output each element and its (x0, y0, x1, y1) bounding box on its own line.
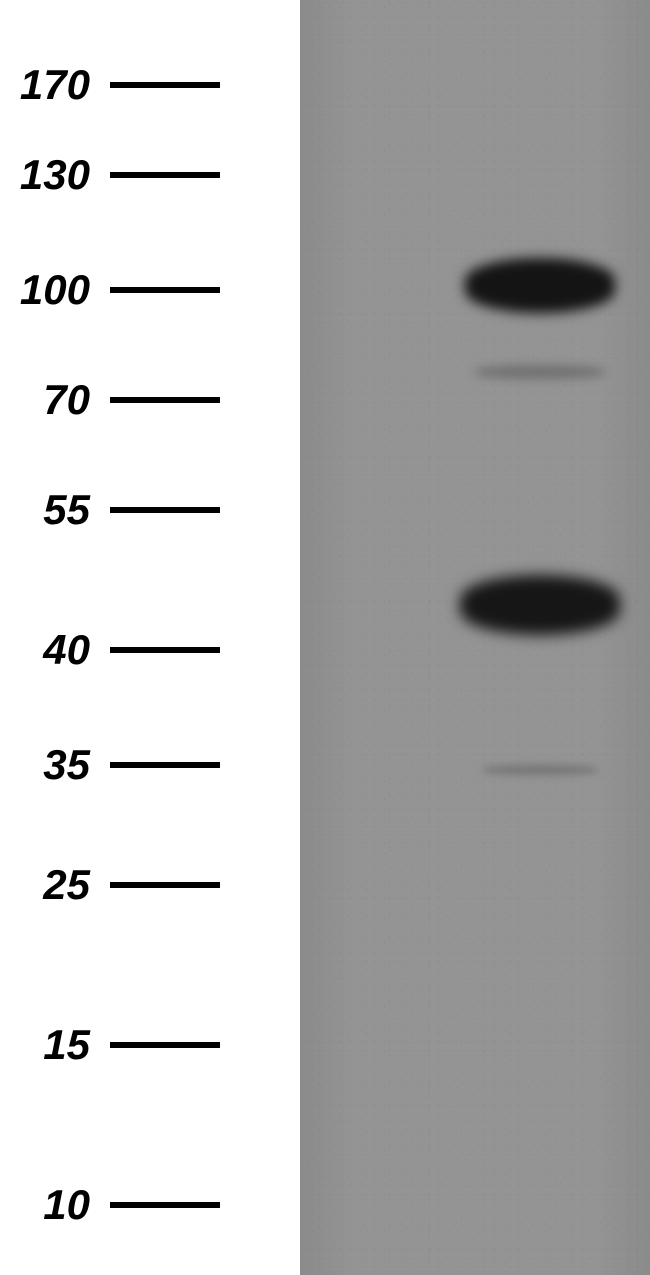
mw-tick (110, 762, 220, 768)
mw-tick (110, 647, 220, 653)
mw-tick (110, 1202, 220, 1208)
mw-marker-35: 35 (0, 744, 300, 786)
mw-label: 100 (0, 266, 110, 314)
mw-label: 55 (0, 486, 110, 534)
blot-membrane (300, 0, 650, 1275)
mw-label: 15 (0, 1021, 110, 1069)
mw-tick (110, 1042, 220, 1048)
mw-marker-15: 15 (0, 1024, 300, 1066)
protein-band-2 (475, 365, 605, 379)
mw-label: 10 (0, 1181, 110, 1229)
mw-label: 40 (0, 626, 110, 674)
mw-label: 70 (0, 376, 110, 424)
protein-band-4 (483, 765, 598, 775)
mw-tick (110, 882, 220, 888)
western-blot-figure: 170 130 100 70 55 40 35 25 15 10 (0, 0, 650, 1275)
protein-band-3 (460, 575, 620, 635)
mw-label: 130 (0, 151, 110, 199)
mw-marker-100: 100 (0, 269, 300, 311)
mw-label: 25 (0, 861, 110, 909)
mw-marker-130: 130 (0, 154, 300, 196)
mw-marker-55: 55 (0, 489, 300, 531)
mw-label: 35 (0, 741, 110, 789)
mw-label: 170 (0, 61, 110, 109)
mw-marker-25: 25 (0, 864, 300, 906)
mw-tick (110, 287, 220, 293)
mw-tick (110, 82, 220, 88)
membrane-background (300, 0, 650, 1275)
mw-tick (110, 397, 220, 403)
mw-marker-40: 40 (0, 629, 300, 671)
molecular-weight-ladder: 170 130 100 70 55 40 35 25 15 10 (0, 0, 300, 1275)
mw-marker-10: 10 (0, 1184, 300, 1226)
mw-marker-70: 70 (0, 379, 300, 421)
protein-band-1 (465, 258, 615, 313)
mw-tick (110, 507, 220, 513)
mw-marker-170: 170 (0, 64, 300, 106)
mw-tick (110, 172, 220, 178)
